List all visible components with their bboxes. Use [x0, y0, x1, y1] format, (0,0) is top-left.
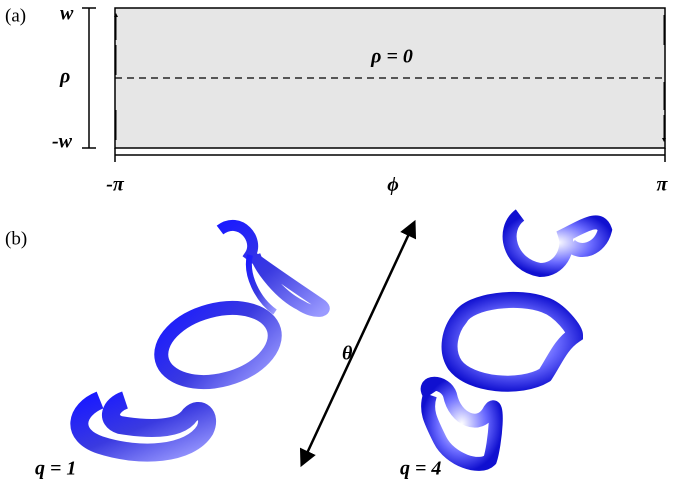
- ribbon: [220, 225, 324, 311]
- panel-label: (b): [5, 228, 27, 249]
- line-label: ρ = 0: [370, 46, 413, 68]
- x-left-label: -π: [106, 174, 125, 196]
- ribbon: [450, 300, 575, 384]
- panel-label: (a): [5, 5, 26, 26]
- theta-arrow: [302, 223, 414, 464]
- theta-label: θ: [342, 343, 353, 365]
- x-right-label: π: [657, 174, 669, 196]
- ribbon: [153, 296, 283, 394]
- x-label: ϕ: [387, 174, 399, 196]
- ribbons-q1: [79, 225, 324, 452]
- y-top-label: w: [60, 3, 74, 25]
- q4-label: q = 4: [400, 458, 441, 480]
- ribbons-q4: [428, 215, 605, 464]
- y-label: ρ: [59, 66, 70, 88]
- y-bar: [82, 8, 96, 148]
- domain-rect: [115, 8, 665, 148]
- q1-label: q = 1: [35, 458, 76, 480]
- x-bar: [115, 148, 665, 162]
- ribbon: [510, 215, 605, 270]
- y-bottom-label: -w: [52, 131, 73, 153]
- ribbon: [428, 384, 496, 464]
- figure: (a) w ρ -w ρ = 0 -π ϕ π (b) θ q = 1 q = …: [0, 0, 687, 492]
- ribbon: [79, 400, 207, 453]
